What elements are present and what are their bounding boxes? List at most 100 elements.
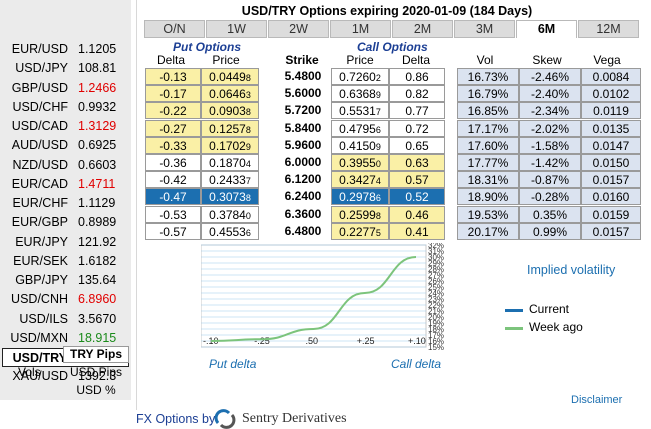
tab-1w[interactable]: 1W: [206, 20, 267, 38]
put-price-cell[interactable]: 0.12578: [201, 119, 259, 137]
put-price-cell-pip-digit: 4: [245, 159, 251, 169]
call-delta-cell[interactable]: 0.77: [389, 102, 445, 120]
call-delta-cell[interactable]: 0.86: [389, 68, 445, 85]
vega-col-header: Vega: [593, 53, 621, 67]
put-delta-cell[interactable]: -0.17: [145, 85, 201, 103]
quote-mode-try-pips-button[interactable]: TRY Pips: [63, 346, 129, 363]
put-delta-cell[interactable]: -0.53: [145, 205, 201, 223]
put-delta-cell-value: -0.33: [159, 138, 187, 153]
put-delta-cell[interactable]: -0.27: [145, 119, 201, 137]
put-price-cell[interactable]: 0.37840: [201, 205, 259, 223]
put-price-cell[interactable]: 0.45536: [201, 222, 259, 240]
skew-cell-value: -0.87%: [530, 173, 570, 188]
call-price-cell[interactable]: 0.34274: [331, 171, 389, 189]
footer-brand[interactable]: Sentry Derivatives: [242, 411, 347, 426]
sidebar-item-usd-chf[interactable]: USD/CHF 0.9932: [0, 98, 131, 117]
put-price-cell[interactable]: 0.17029: [201, 136, 259, 154]
tab-on[interactable]: O/N: [144, 20, 205, 38]
pair-rate: 0.6603: [78, 157, 117, 172]
put-delta-cell[interactable]: -0.42: [145, 171, 201, 189]
call-delta-cell[interactable]: 0.46: [389, 205, 445, 223]
quote-mode-usd-percent-button[interactable]: USD %: [76, 383, 116, 397]
call-price-cell[interactable]: 0.63689: [331, 85, 389, 103]
sidebar-item-gbp-usd[interactable]: GBP/USD 1.2466: [0, 79, 131, 98]
sidebar-item-aud-usd[interactable]: AUD/USD 0.6925: [0, 136, 131, 155]
put-delta-col-header: Delta: [156, 53, 185, 67]
sidebar-item-usd-ils[interactable]: USD/ILS 3.5670: [0, 310, 131, 329]
call-delta-cell[interactable]: 0.52: [389, 188, 445, 206]
sidebar-item-usd-mxn[interactable]: USD/MXN 18.915: [0, 329, 131, 348]
vol-col-header: Vol: [476, 53, 494, 67]
table-row: -0.57 0.45536 6.4800 0.22775 0.41 20.17% 0.99%…: [141, 222, 641, 240]
call-price-cell[interactable]: 0.29786: [331, 188, 389, 206]
skew-cell-value: -1.42%: [530, 156, 570, 170]
sidebar-item-eur-cad[interactable]: EUR/CAD 1.4711: [0, 175, 131, 194]
call-price-cell[interactable]: 0.41509: [331, 136, 389, 154]
call-price-cell[interactable]: 0.47956: [331, 119, 389, 137]
call-delta-cell-value: 0.63: [405, 156, 429, 170]
call-price-cell-value: 0.6368: [339, 87, 376, 102]
call-price-cell[interactable]: 0.55317: [331, 102, 389, 120]
pair-rate: 0.9932: [78, 99, 117, 114]
sidebar-item-eur-sek[interactable]: EUR/SEK 1.6182: [0, 252, 131, 271]
sidebar-item-usd-jpy[interactable]: USD/JPY 108.81: [0, 59, 131, 78]
sidebar-item-usd-cnh[interactable]: USD/CNH 6.8960: [0, 290, 131, 309]
call-delta-cell[interactable]: 0.72: [389, 119, 445, 137]
skew-cell-value: -2.34%: [530, 104, 570, 119]
sidebar-item-eur-usd[interactable]: EUR/USD 1.1205: [0, 40, 131, 59]
call-price-cell[interactable]: 0.25998: [331, 205, 389, 223]
put-delta-cell[interactable]: -0.47: [145, 188, 201, 206]
tab-12m[interactable]: 12M: [578, 20, 639, 38]
sidebar-item-eur-gbp[interactable]: EUR/GBP 0.8989: [0, 213, 131, 232]
call-delta-cell[interactable]: 0.41: [389, 222, 445, 240]
call-delta-cell[interactable]: 0.57: [389, 171, 445, 189]
sidebar-item-eur-jpy[interactable]: EUR/JPY 121.92: [0, 233, 131, 252]
sidebar-item-nzd-usd[interactable]: NZD/USD 0.6603: [0, 156, 131, 175]
call-delta-cell-value: 0.77: [405, 104, 429, 119]
disclaimer-link[interactable]: Disclaimer: [571, 394, 623, 406]
sidebar-item-usd-cad[interactable]: USD/CAD 1.3129: [0, 117, 131, 136]
vega-cell: 0.0119: [581, 102, 641, 120]
pair-rate: 1.6182: [78, 253, 117, 268]
call-delta-cell[interactable]: 0.82: [389, 85, 445, 103]
tab-3m[interactable]: 3M: [454, 20, 515, 38]
put-price-cell[interactable]: 0.04498: [201, 68, 259, 85]
y-tick-label: 31%: [428, 247, 444, 256]
vega-cell-value: 0.0157: [592, 173, 630, 188]
put-delta-cell[interactable]: -0.22: [145, 102, 201, 120]
put-price-cell[interactable]: 0.18704: [201, 154, 259, 171]
put-price-cell[interactable]: 0.06463: [201, 85, 259, 103]
put-delta-cell[interactable]: -0.57: [145, 222, 201, 240]
sidebar-item-gbp-jpy[interactable]: GBP/JPY 135.64: [0, 271, 131, 290]
put-delta-cell[interactable]: -0.33: [145, 136, 201, 154]
call-price-cell[interactable]: 0.22775: [331, 222, 389, 240]
skew-cell: -1.42%: [519, 154, 581, 171]
currency-pair-sidebar: EUR/USD 1.1205 USD/JPY 108.81 GBP/USD 1.2466 U…: [0, 0, 131, 400]
put-delta-cell[interactable]: -0.36: [145, 154, 201, 171]
call-price-cell[interactable]: 0.72602: [331, 68, 389, 85]
sidebar-item-xau-usd[interactable]: XAU/USD 1392.3: [0, 367, 131, 386]
tab-6m[interactable]: 6M: [516, 20, 577, 38]
call-delta-cell[interactable]: 0.63: [389, 154, 445, 171]
call-price-cell[interactable]: 0.39550: [331, 154, 389, 171]
sidebar-item-eur-chf[interactable]: EUR/CHF 1.1129: [0, 194, 131, 213]
tab-2w[interactable]: 2W: [268, 20, 329, 38]
put-price-cell[interactable]: 0.09038: [201, 102, 259, 120]
vega-cell: 0.0157: [581, 171, 641, 189]
put-delta-cell-value: -0.47: [159, 190, 187, 205]
tab-1m[interactable]: 1M: [330, 20, 391, 38]
vega-cell-value: 0.0157: [592, 224, 630, 239]
put-delta-cell-value: -0.17: [159, 87, 187, 102]
pair-name: USD/MXN: [10, 330, 68, 345]
quote-mode-usd-pips-button[interactable]: USD Pips: [69, 365, 122, 379]
sentry-logo-icon[interactable]: [214, 409, 236, 429]
put-delta-cell[interactable]: -0.13: [145, 68, 201, 85]
call-delta-cell[interactable]: 0.65: [389, 136, 445, 154]
tab-2m[interactable]: 2M: [392, 20, 453, 38]
put-price-cell[interactable]: 0.30738: [201, 188, 259, 206]
vol-cell: 16.79%: [457, 85, 519, 103]
put-price-cell-pip-digit: 8: [245, 107, 251, 118]
pair-rate: 3.5670: [78, 311, 117, 326]
put-price-cell[interactable]: 0.24337: [201, 171, 259, 189]
y-tick-label: 27%: [428, 271, 444, 280]
